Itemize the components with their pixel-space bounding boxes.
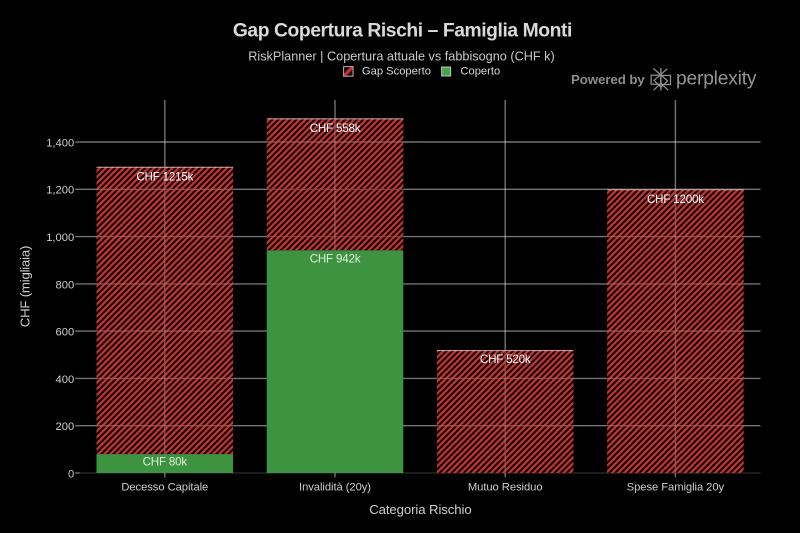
svg-text:CHF 942k: CHF 942k (310, 253, 361, 266)
svg-text:Categoria Rischio: Categoria Rischio (369, 502, 471, 517)
svg-text:1,000: 1,000 (46, 232, 74, 244)
svg-text:Gap Scoperto: Gap Scoperto (362, 66, 431, 78)
svg-text:200: 200 (56, 421, 75, 433)
svg-text:800: 800 (56, 279, 75, 291)
svg-text:CHF 1215k: CHF 1215k (136, 171, 193, 184)
svg-text:CHF 80k: CHF 80k (143, 455, 188, 468)
svg-text:Coperto: Coperto (460, 66, 500, 78)
svg-text:Spese Famiglia 20y: Spese Famiglia 20y (627, 482, 725, 494)
svg-text:0: 0 (68, 468, 74, 480)
svg-text:Powered by: Powered by (571, 72, 645, 87)
svg-text:1,200: 1,200 (46, 185, 74, 197)
svg-text:Invalidità (20y): Invalidità (20y) (299, 482, 371, 494)
svg-text:CHF 520k: CHF 520k (480, 353, 531, 366)
svg-text:Decesso Capitale: Decesso Capitale (121, 482, 208, 494)
svg-text:CHF 558k: CHF 558k (310, 122, 361, 135)
svg-text:Gap Copertura Rischi – Famigli: Gap Copertura Rischi – Famiglia Monti (233, 21, 572, 42)
svg-text:1,400: 1,400 (46, 137, 74, 149)
svg-text:400: 400 (56, 374, 75, 386)
svg-text:600: 600 (56, 327, 75, 339)
svg-text:Mutuo Residuo: Mutuo Residuo (468, 482, 543, 494)
svg-text:CHF 1200k: CHF 1200k (647, 193, 704, 206)
svg-text:RiskPlanner | Copertura attual: RiskPlanner | Copertura attuale vs fabbi… (248, 50, 555, 64)
svg-text:perplexity: perplexity (676, 69, 757, 90)
svg-text:CHF (migliaia): CHF (migliaia) (18, 246, 33, 327)
